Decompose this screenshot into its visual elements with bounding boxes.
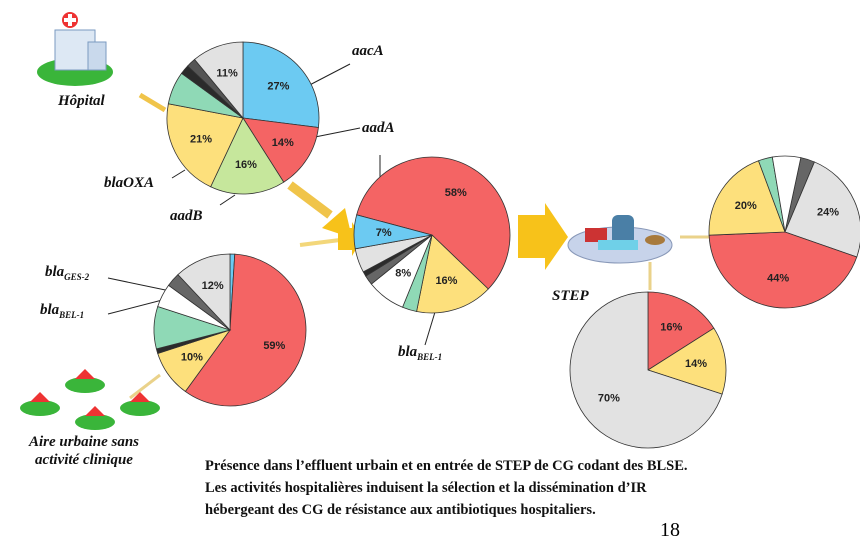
value-label: 8% bbox=[395, 268, 411, 280]
gene-sub: BEL-1 bbox=[58, 310, 84, 320]
hospital-label: Hôpital bbox=[57, 93, 106, 109]
pie-slice bbox=[708, 160, 786, 236]
step-icon bbox=[567, 215, 673, 264]
pie-slice bbox=[708, 231, 858, 309]
value-label: 70% bbox=[598, 392, 620, 404]
value-label: 10% bbox=[181, 352, 203, 364]
houses-icon bbox=[20, 369, 160, 430]
caption: Présence dans l’effluent urbain et en en… bbox=[205, 458, 688, 474]
hospital-icon bbox=[37, 12, 113, 86]
pie-slice bbox=[416, 234, 489, 314]
urban-label: Aire urbaine sans bbox=[28, 434, 139, 450]
value-label: 21% bbox=[190, 133, 212, 145]
pie-slice bbox=[771, 155, 802, 233]
urban-label: activité clinique bbox=[35, 452, 133, 468]
pie-slice bbox=[353, 214, 433, 250]
gene-sub: GES-2 bbox=[64, 272, 90, 282]
value-label: 27% bbox=[267, 81, 289, 93]
gene-label: aadA bbox=[362, 120, 395, 136]
gene-label: blaOXA bbox=[104, 175, 154, 191]
gene-sub: BEL-1 bbox=[416, 352, 442, 362]
caption: hébergeant des CG de résistance aux anti… bbox=[205, 502, 596, 518]
gene-label: aadB bbox=[170, 208, 203, 224]
pie-slice bbox=[356, 156, 511, 290]
value-label: 20% bbox=[735, 200, 757, 212]
page-number: 18 bbox=[660, 519, 680, 541]
value-label: 14% bbox=[272, 137, 294, 149]
gene-label: aacA bbox=[352, 43, 384, 59]
pie-slice bbox=[166, 103, 244, 188]
value-label: 59% bbox=[263, 340, 285, 352]
gene-base: bla bbox=[45, 264, 65, 280]
pie-slice bbox=[242, 117, 319, 183]
arrows bbox=[129, 92, 712, 400]
value-label: 58% bbox=[445, 187, 467, 199]
value-label: 16% bbox=[235, 159, 257, 171]
pie-slice bbox=[647, 291, 715, 371]
value-label: 16% bbox=[435, 275, 457, 287]
value-label: 14% bbox=[685, 358, 707, 370]
pie-slice bbox=[184, 253, 307, 407]
caption: Les activités hospitalières induisent la… bbox=[205, 480, 647, 496]
gene-label: blaGES-2 bbox=[45, 264, 90, 282]
gene-base: bla bbox=[40, 302, 60, 318]
pie-slice bbox=[210, 117, 285, 195]
pie-slice bbox=[177, 253, 231, 332]
pie-slice bbox=[242, 41, 320, 128]
pie-slice bbox=[647, 327, 727, 395]
gene-label: blaBEL-1 bbox=[40, 302, 84, 320]
value-label: 7% bbox=[376, 227, 392, 239]
value-label: 11% bbox=[216, 68, 238, 80]
gene-base: bla bbox=[398, 344, 418, 360]
value-label: 12% bbox=[202, 280, 224, 292]
value-label: 24% bbox=[817, 207, 839, 219]
value-label: 16% bbox=[660, 322, 682, 334]
pie-slice bbox=[193, 41, 244, 120]
pie-slice bbox=[784, 161, 860, 258]
pie-slice bbox=[569, 291, 723, 449]
gene-label: blaBEL-1 bbox=[398, 344, 442, 362]
step-label: STEP bbox=[552, 288, 590, 304]
value-label: 44% bbox=[767, 273, 789, 285]
